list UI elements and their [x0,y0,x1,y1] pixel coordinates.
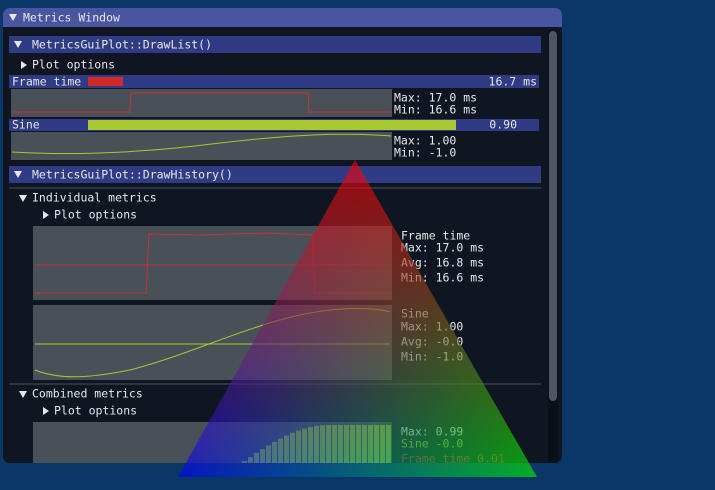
section-title: MetricsGuiPlot::DrawList() [32,38,212,52]
metric-bar [88,120,456,130]
arrow [19,195,27,202]
scrollbar-thumb[interactable] [549,31,557,401]
group-title[interactable]: Individual metrics [32,191,157,205]
plot-options[interactable]: Plot options [54,404,137,418]
arrow [43,211,49,219]
arrow [21,61,27,69]
section-header[interactable] [9,36,541,53]
window-title: Metrics Window [23,11,120,25]
metric-value: 0.90 [489,118,517,132]
plot-name: Frame time [401,229,470,243]
plot-max: Max: 17.0 ms [401,241,484,255]
plot-min: Min: 16.6 ms [394,103,477,117]
plot-options[interactable]: Plot options [32,58,115,72]
group-title[interactable]: Combined metrics [32,387,143,401]
metric-row [9,75,539,88]
title-bar[interactable] [3,8,562,27]
arrow [43,407,49,415]
plot-avg: Avg: 16.8 ms [401,256,484,270]
metric-bar [88,77,123,86]
arrow [14,41,22,48]
metric-label: Frame time [12,75,81,89]
arrow [14,171,22,178]
metric-label: Sine [12,118,40,132]
plot-line [12,92,391,113]
plot [11,132,392,160]
plot-max: Max: 17.0 ms [394,91,477,105]
plot-options[interactable]: Plot options [54,208,137,222]
plot-min: Min: -1.0 [394,146,456,160]
metric-value: 16.7 ms [489,75,537,89]
plot-line [11,133,392,155]
plot-max: Max: 1.00 [394,134,456,148]
arrow [19,391,27,398]
triangle-red [178,160,537,477]
color-triangle [178,160,537,477]
collapse-arrow[interactable] [9,14,17,21]
section-header[interactable] [9,166,541,183]
section-title: MetricsGuiPlot::DrawHistory() [32,168,233,182]
